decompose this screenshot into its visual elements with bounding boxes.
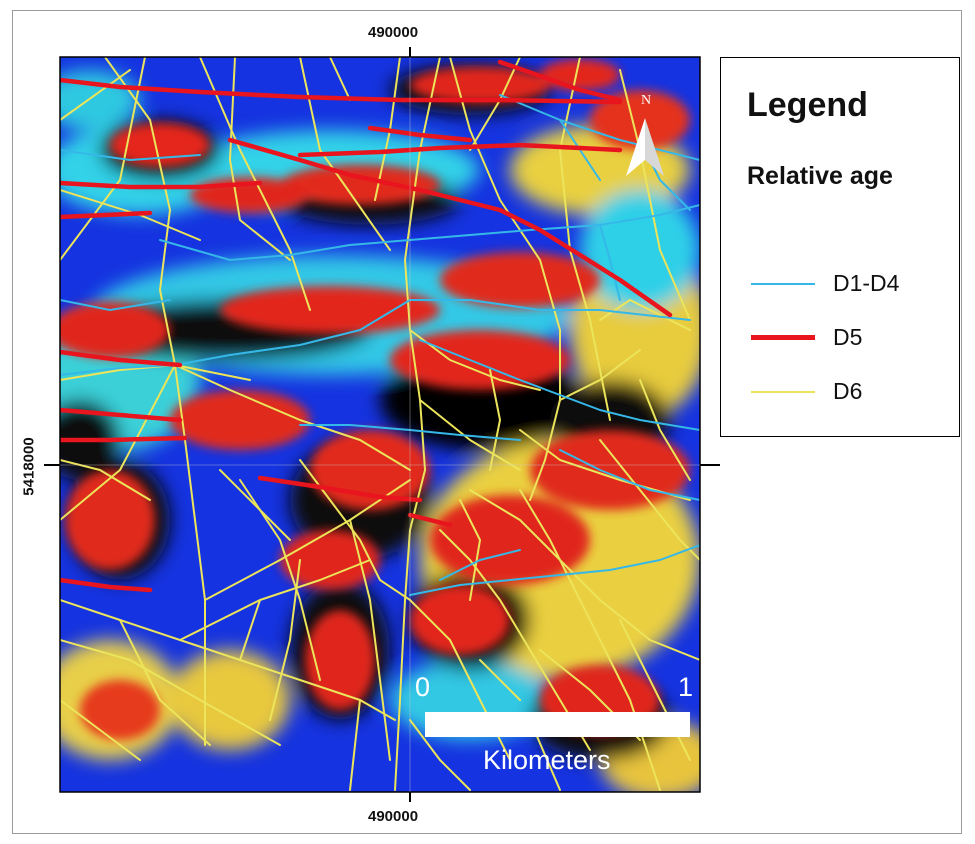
lineament-d6-line xyxy=(60,364,411,471)
scalebar-bar xyxy=(425,712,690,737)
map-border xyxy=(59,56,701,793)
scalebar-start-label: 0 xyxy=(415,672,431,702)
legend-swatch-d6 xyxy=(751,391,815,393)
lineament-d5-line xyxy=(60,77,623,105)
lineament-d6-line xyxy=(394,57,441,791)
legend-item-d5: D5 xyxy=(751,324,951,354)
lineament-d5-line xyxy=(257,475,423,503)
lineament-d1-d4-line xyxy=(559,449,700,501)
legend-title: Legend xyxy=(747,86,868,124)
lineament-d6-line xyxy=(489,369,501,471)
lineament-d6-line xyxy=(479,659,521,701)
raster-background xyxy=(60,57,700,792)
lineament-d6-line xyxy=(639,379,691,481)
lineament-d1-d4-line xyxy=(419,339,700,431)
lineament-d6-line xyxy=(204,479,411,601)
lineament-d5-line xyxy=(60,407,183,423)
lineament-d6-line xyxy=(299,57,391,251)
lineament-d1-d4-line xyxy=(499,94,700,161)
legend-label-d6: D6 xyxy=(833,378,863,404)
lineament-d6-line xyxy=(419,399,521,471)
lineament-d5-line xyxy=(60,577,153,593)
lineaments xyxy=(60,57,700,791)
legend-label-d1-d4: D1-D4 xyxy=(833,270,900,296)
legend-swatch-d5 xyxy=(751,335,815,340)
lineament-d6-line xyxy=(469,489,700,661)
lineament-d1-d4-line xyxy=(159,204,700,261)
lineament-d5-line xyxy=(497,59,623,103)
lineament-d6-line xyxy=(60,699,141,761)
lineaments-d5 xyxy=(60,59,673,593)
lineament-d5-line xyxy=(297,142,623,158)
coord-label-top: 490000 xyxy=(368,24,419,41)
lineament-d5-line xyxy=(60,180,263,190)
lineament-d1-d4-line xyxy=(439,549,521,581)
lineament-d1-d4-line xyxy=(60,299,171,311)
lineament-d6-line xyxy=(199,57,311,311)
lineament-d1-d4-line xyxy=(599,224,621,301)
lineament-d6-line xyxy=(409,719,471,791)
scalebar-end-label: 1 xyxy=(678,672,694,702)
lineament-d6-line xyxy=(60,639,281,746)
lineament-d6-line xyxy=(60,69,131,121)
coord-label-bottom: 490000 xyxy=(368,808,419,825)
lineament-d6-line xyxy=(219,469,291,541)
legend-item-d6: D6 xyxy=(751,378,951,408)
lineament-d6-line xyxy=(60,57,146,261)
lineament-d6-line xyxy=(619,619,691,761)
legend-box: Legend Relative age D1-D4 D5 D6 xyxy=(720,57,960,437)
lineament-d6-line xyxy=(60,364,176,521)
lineament-d5-line xyxy=(60,210,153,220)
lineament-d6-line xyxy=(60,459,151,501)
lineament-d1-d4-line xyxy=(60,149,201,161)
lineament-d6-line xyxy=(349,519,391,761)
legend-subtitle: Relative age xyxy=(747,162,893,190)
lineament-d6-line xyxy=(559,349,641,401)
lineament-d6-line xyxy=(329,57,351,101)
lineament-d5-line xyxy=(407,512,453,528)
lineament-d6-line xyxy=(269,559,301,721)
legend-label-d5: D5 xyxy=(833,324,863,350)
lineament-d5-line xyxy=(60,435,188,443)
lineament-d5-line xyxy=(227,137,673,318)
legend-item-d1-d4: D1-D4 xyxy=(751,270,951,300)
figure-frame xyxy=(12,10,962,834)
lineament-d6-line xyxy=(239,599,261,661)
lineament-d6-line xyxy=(349,699,361,791)
lineament-d6-line xyxy=(599,299,691,331)
lineament-d5-line xyxy=(60,349,183,368)
coord-label-left: 5418000 xyxy=(20,437,38,496)
north-label: N xyxy=(641,93,651,108)
lineament-d6-line xyxy=(174,364,251,381)
lineament-d5-line xyxy=(367,125,473,143)
scalebar-unit-label: Kilometers xyxy=(483,745,611,775)
lineament-d6-line xyxy=(619,69,691,321)
lineament-d1-d4-line xyxy=(409,544,700,596)
lineament-d6-line xyxy=(119,619,211,746)
lineament-d1-d4-line xyxy=(60,364,176,376)
lineament-d6-line xyxy=(229,57,291,261)
lineament-d6-line xyxy=(439,529,591,751)
lineament-d6-line xyxy=(179,559,371,641)
lineament-d6-line xyxy=(459,499,481,601)
legend-swatch-d1-d4 xyxy=(751,283,815,285)
north-arrow-icon: N xyxy=(626,93,664,176)
